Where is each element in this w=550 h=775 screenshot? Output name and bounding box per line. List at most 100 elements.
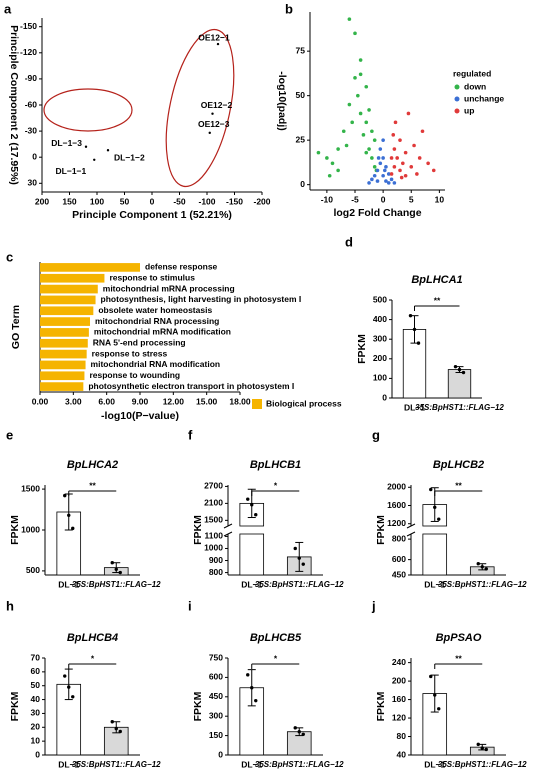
point bbox=[429, 674, 433, 679]
point bbox=[297, 556, 301, 560]
y-axis-label: FPKM bbox=[9, 515, 21, 545]
point bbox=[367, 147, 371, 151]
x-tick-label: 35S:BpHST1::FLAG−12 bbox=[72, 760, 161, 769]
point bbox=[114, 567, 118, 571]
y-tick-label: 75 bbox=[296, 45, 306, 55]
bar bbox=[40, 338, 88, 348]
y-tick-label: 900 bbox=[209, 555, 223, 565]
x-tick-label: DL−1 bbox=[404, 402, 425, 412]
panel-label: f bbox=[188, 427, 193, 442]
x-tick-label: DL−1 bbox=[424, 759, 445, 769]
point bbox=[403, 173, 408, 178]
x-tick-label: DL−1 bbox=[58, 579, 79, 589]
point bbox=[412, 327, 417, 332]
y-tick-label: 800 bbox=[209, 567, 223, 577]
point bbox=[364, 150, 369, 155]
point bbox=[461, 370, 466, 375]
point bbox=[367, 108, 371, 112]
point bbox=[417, 156, 422, 160]
y-tick-label: 40 bbox=[397, 749, 407, 759]
point-label: OE12−1 bbox=[198, 32, 230, 42]
x-tick-label: DL−1 bbox=[241, 759, 262, 769]
y-tick-label: 25 bbox=[296, 134, 306, 144]
y-tick-label: 2700 bbox=[204, 481, 223, 491]
point bbox=[71, 695, 75, 699]
point bbox=[383, 168, 387, 173]
point bbox=[110, 720, 114, 724]
x-axis-label: -log10(P−value) bbox=[101, 410, 179, 422]
point bbox=[381, 156, 385, 160]
x-tick-label: -50 bbox=[173, 196, 186, 206]
category-label: response to stress bbox=[92, 348, 168, 358]
y-tick-label: 750 bbox=[209, 652, 223, 662]
y-tick-label: 1600 bbox=[387, 500, 406, 510]
point bbox=[208, 131, 211, 135]
point bbox=[246, 497, 250, 501]
x-tick-label: 35S:BpHST1::FLAG−12 bbox=[438, 580, 527, 589]
point bbox=[395, 156, 399, 160]
bar bbox=[40, 263, 140, 272]
y-tick-label: 200 bbox=[373, 353, 387, 363]
point bbox=[344, 143, 349, 148]
x-tick-label: 9.00 bbox=[132, 396, 149, 406]
bar bbox=[40, 328, 89, 337]
bar bbox=[40, 306, 94, 316]
point bbox=[216, 42, 220, 46]
point-label: OE12−2 bbox=[201, 100, 233, 110]
x-tick-label: 200 bbox=[35, 196, 49, 206]
x-tick-label: 15.00 bbox=[196, 396, 218, 406]
x-tick-label: 18.00 bbox=[229, 396, 251, 406]
y-tick-label: 500 bbox=[373, 294, 387, 304]
point bbox=[353, 76, 357, 80]
point bbox=[420, 129, 425, 134]
x-tick-label: 6.00 bbox=[98, 396, 115, 406]
legend-label: down bbox=[464, 81, 486, 91]
point bbox=[364, 84, 369, 89]
group-ellipse bbox=[43, 88, 133, 132]
y-tick-label: 30 bbox=[31, 708, 41, 718]
point bbox=[325, 156, 329, 160]
category-label: response to stimulus bbox=[109, 273, 195, 283]
legend-swatch bbox=[454, 84, 460, 90]
point bbox=[67, 513, 71, 517]
y-tick-label: 10 bbox=[31, 735, 41, 745]
x-tick-label: 0 bbox=[150, 196, 155, 206]
bar bbox=[40, 295, 96, 305]
y-tick-label: -150 bbox=[20, 21, 37, 31]
point bbox=[106, 149, 110, 152]
point bbox=[415, 172, 419, 176]
point bbox=[392, 181, 397, 185]
point bbox=[389, 156, 394, 160]
x-tick-label: -150 bbox=[226, 196, 243, 206]
point bbox=[347, 102, 352, 107]
y-tick-label: 40 bbox=[31, 694, 41, 704]
y-axis-label: FPKM bbox=[375, 691, 387, 721]
point bbox=[293, 726, 297, 730]
point bbox=[484, 747, 488, 752]
x-tick-label: -5 bbox=[351, 194, 359, 204]
point bbox=[389, 172, 394, 176]
legend-swatch bbox=[454, 96, 460, 102]
point bbox=[409, 165, 414, 169]
point bbox=[386, 172, 391, 176]
bar bbox=[447, 369, 472, 399]
point bbox=[416, 341, 421, 345]
y-tick-label: 150 bbox=[209, 730, 223, 740]
y-tick-label: 120 bbox=[392, 712, 406, 722]
point bbox=[63, 674, 67, 678]
point bbox=[301, 562, 305, 566]
y-axis-label: FPKM bbox=[192, 515, 204, 545]
point-label: DL−1−3 bbox=[51, 138, 82, 148]
point bbox=[372, 138, 377, 142]
point bbox=[384, 179, 388, 183]
point bbox=[437, 707, 441, 711]
point bbox=[433, 693, 437, 697]
y-tick-label: 1500 bbox=[21, 483, 40, 493]
y-tick-label: -120 bbox=[20, 47, 37, 57]
point bbox=[403, 150, 408, 155]
panel-label: h bbox=[6, 598, 14, 613]
y-tick-label: 450 bbox=[392, 569, 406, 579]
point bbox=[370, 177, 374, 182]
bar bbox=[239, 533, 265, 576]
category-label: defense response bbox=[145, 262, 218, 272]
